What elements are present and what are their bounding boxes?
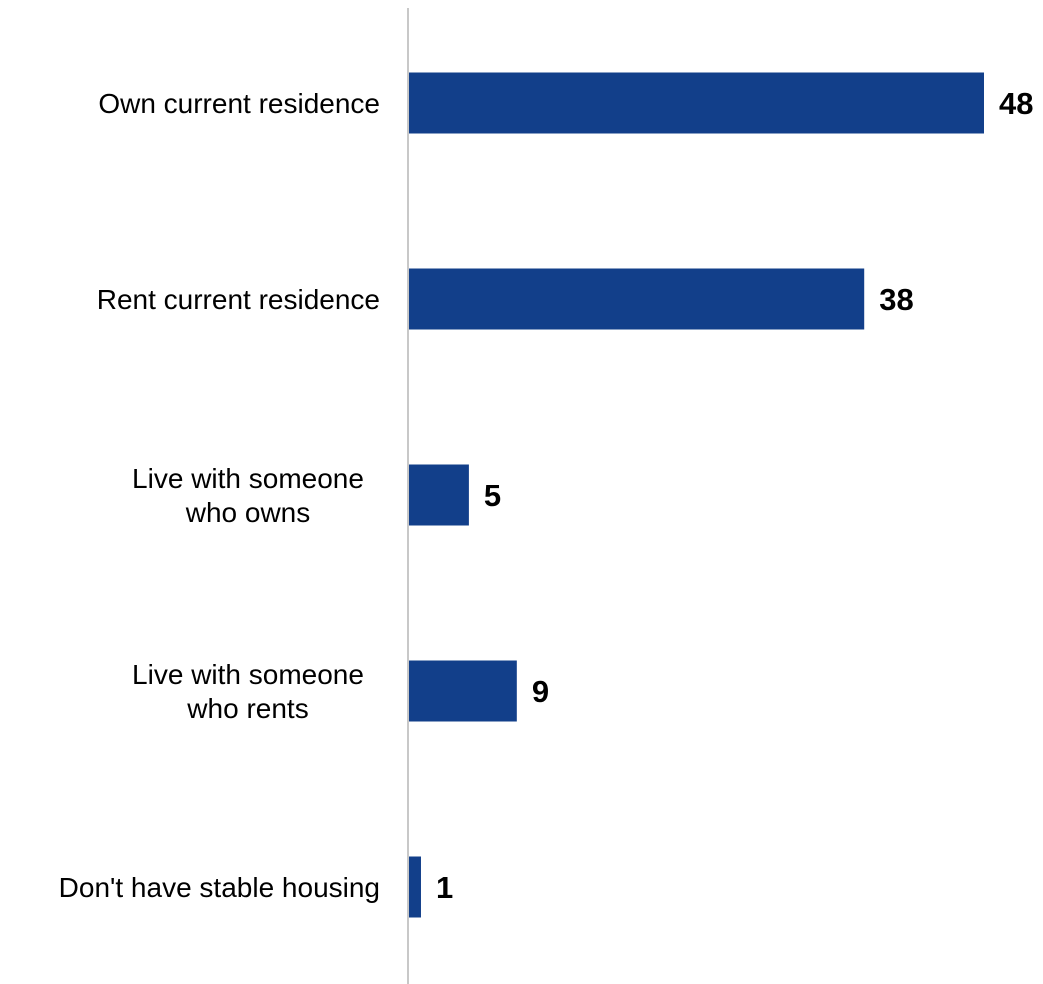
bar-2 [409, 464, 469, 526]
bar-1 [409, 268, 865, 330]
value-label-0: 48 [999, 86, 1033, 121]
bar-4 [409, 856, 421, 918]
bar-0 [409, 72, 984, 134]
category-label-2-line-1: who owns [185, 497, 311, 528]
value-labels-group: 48 38 5 9 1 [436, 86, 1034, 905]
value-label-4: 1 [436, 870, 453, 905]
bars-group [409, 72, 984, 918]
value-label-1: 38 [879, 282, 913, 317]
category-labels-group: Own current residence Rent current reside… [59, 88, 380, 903]
category-label-4-line-0: Don't have stable housing [59, 872, 380, 903]
value-label-2: 5 [484, 478, 501, 513]
category-label-2: Live with someone who owns [132, 463, 364, 528]
category-label-1: Rent current residence [97, 284, 380, 315]
category-label-0: Own current residence [98, 88, 380, 119]
category-label-1-line-0: Rent current residence [97, 284, 380, 315]
category-label-2-line-0: Live with someone [132, 463, 364, 494]
category-label-3-line-0: Live with someone [132, 659, 364, 690]
category-label-0-line-0: Own current residence [98, 88, 380, 119]
category-label-3-line-1: who rents [186, 693, 308, 724]
bar-3 [409, 660, 517, 722]
value-label-3: 9 [532, 674, 549, 709]
category-label-3: Live with someone who rents [132, 659, 364, 724]
category-label-4: Don't have stable housing [59, 872, 380, 903]
